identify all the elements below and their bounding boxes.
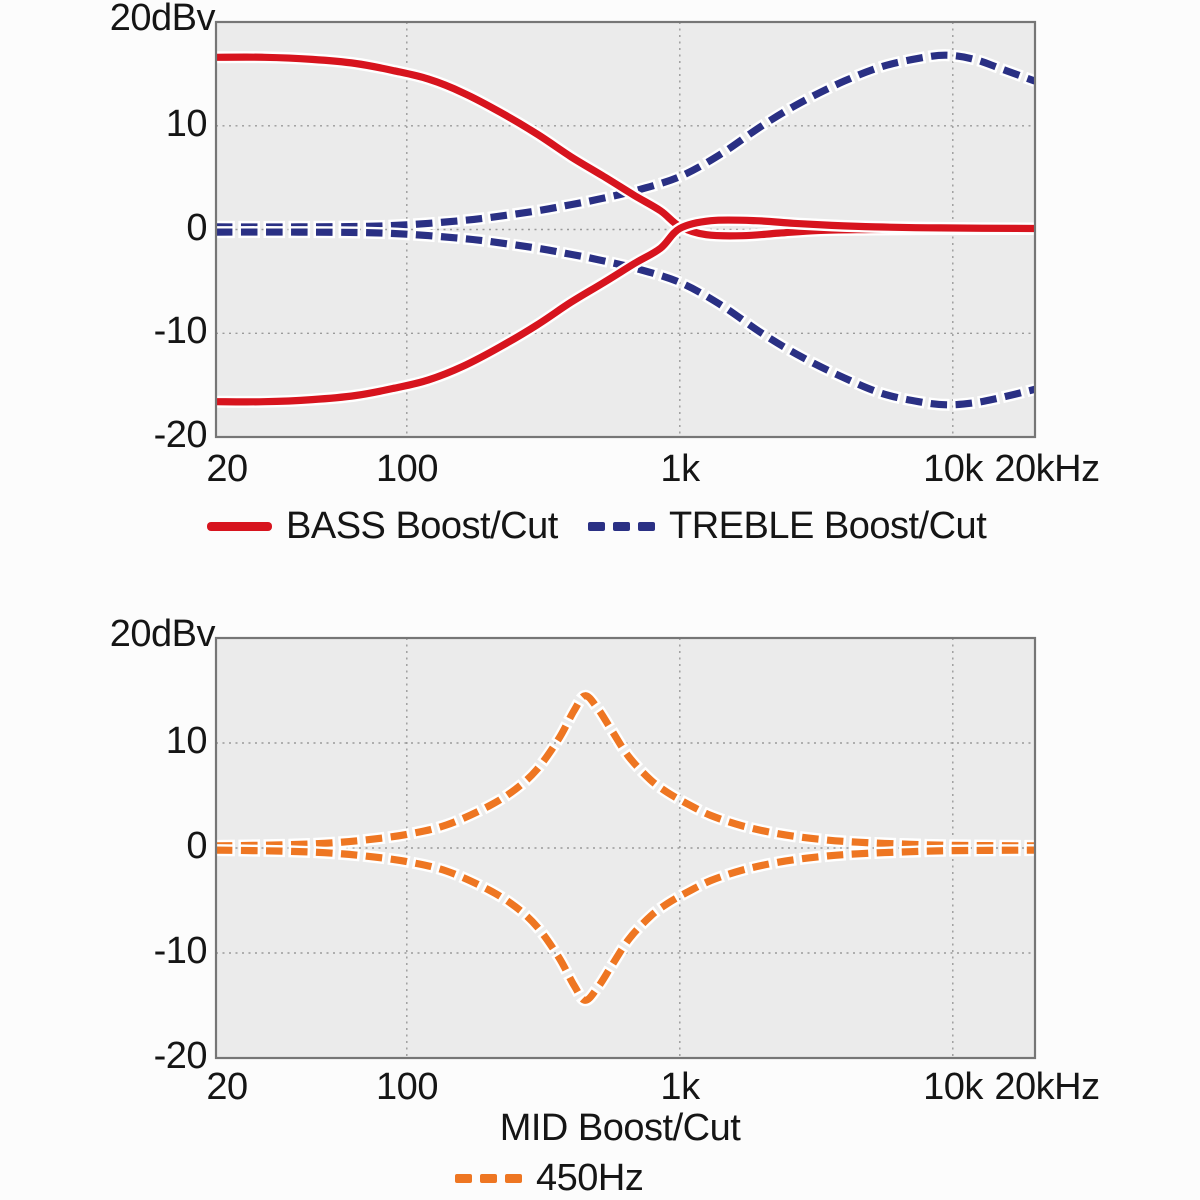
legend-item: TREBLE Boost/Cut (588, 504, 987, 547)
y-tick-label: 0 (186, 825, 207, 868)
legend-label: 450Hz (536, 1156, 644, 1199)
legend-label: TREBLE Boost/Cut (669, 504, 987, 547)
x-tick-label: 10k (923, 448, 983, 490)
legend-swatch-dashed-line (588, 521, 655, 531)
y-tick-label: -20 (153, 1035, 208, 1078)
bottom-chart-x-axis-title: MID Boost/Cut (499, 1107, 741, 1149)
x-tick-label: 10k (923, 1066, 983, 1108)
y-tick-label: -20 (153, 414, 208, 457)
x-tick-label: 1k (660, 1066, 700, 1108)
x-tick-label: 20kHz (994, 448, 1100, 490)
x-tick-label: 20 (206, 1066, 248, 1108)
top-chart-y-axis-unit-label: 20dBv (109, 0, 216, 39)
y-tick-label: 0 (186, 207, 207, 250)
y-tick-label: 10 (165, 720, 208, 763)
mid-boost-450hz-curve (215, 692, 1036, 850)
treble-cut-curve (215, 228, 1036, 409)
y-tick-label: -10 (153, 310, 208, 353)
x-tick-label: 1k (660, 448, 700, 490)
x-tick-label: 100 (376, 448, 438, 490)
x-tick-label: 100 (376, 1066, 438, 1108)
legend-swatch-dashed-line (455, 1173, 522, 1183)
legend-swatch-solid-line (207, 521, 272, 531)
y-tick-label: 10 (165, 103, 208, 146)
mid-cut-450hz-curve (215, 846, 1036, 1004)
bass-cut-curve (215, 216, 1036, 406)
x-tick-label: 20kHz (994, 1066, 1100, 1108)
x-tick-label: 20 (206, 448, 248, 490)
legend-item: 450Hz (455, 1156, 644, 1199)
treble-boost-curve (215, 51, 1036, 231)
bottom-chart-y-axis-unit-label: 20dBv (109, 613, 216, 655)
plot-frame (214, 636, 1037, 1060)
legend-label: BASS Boost/Cut (286, 504, 558, 547)
plot-frame (214, 20, 1037, 439)
legend-item: BASS Boost/Cut (207, 504, 558, 547)
y-tick-label: -10 (153, 930, 208, 973)
